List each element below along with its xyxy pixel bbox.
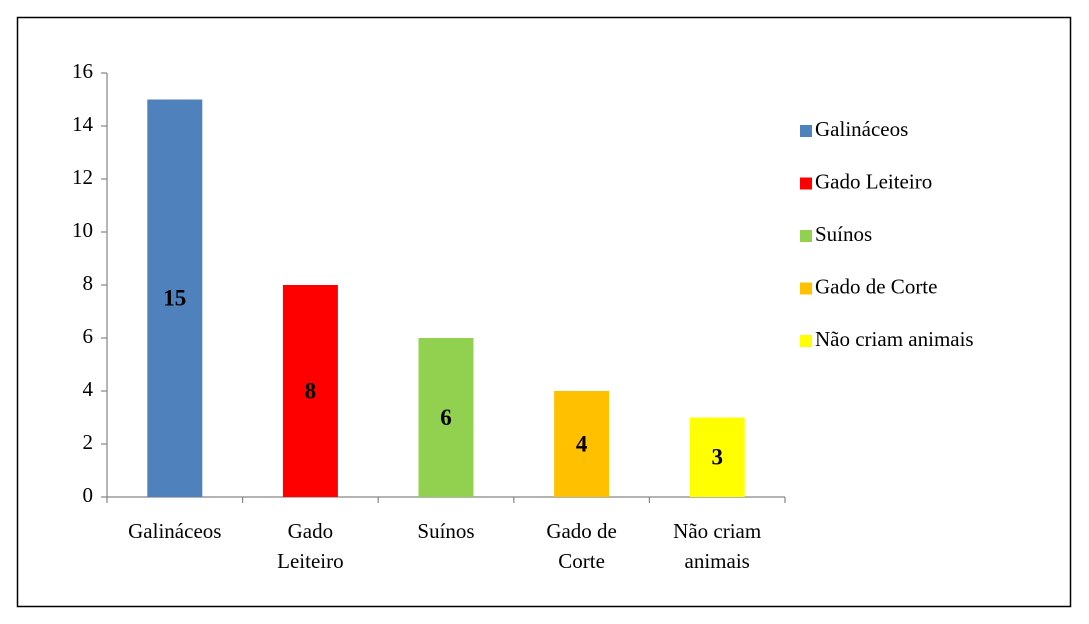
x-tick-label: Suínos — [417, 519, 474, 543]
legend-label: Suínos — [815, 222, 872, 246]
x-tick-label: Gado Leiteiro — [277, 519, 343, 573]
bar — [418, 338, 474, 497]
data-label: 4 — [576, 431, 588, 456]
y-tick-label: 16 — [72, 59, 93, 83]
legend-swatch — [800, 177, 812, 190]
y-tick-label: 2 — [83, 430, 94, 454]
y-tick-label: 6 — [83, 324, 94, 348]
x-tick-label: Não criam animais — [673, 519, 761, 573]
y-tick-label: 14 — [72, 112, 94, 136]
y-tick-label: 8 — [83, 271, 94, 295]
bar — [689, 417, 745, 497]
legend-swatch — [800, 125, 812, 137]
x-tick-label: Gado de Corte — [546, 519, 617, 573]
legend-swatch — [800, 335, 812, 347]
x-tick-label: Galináceos — [128, 519, 221, 543]
legend-swatch — [800, 230, 812, 242]
legend-label: Galináceos — [815, 117, 908, 141]
y-tick-label: 4 — [83, 377, 94, 401]
data-label: 8 — [305, 378, 317, 403]
y-tick-label: 0 — [83, 483, 94, 507]
bar — [554, 391, 610, 497]
data-label: 3 — [711, 445, 723, 470]
bar — [147, 99, 203, 497]
data-label: 15 — [163, 286, 186, 311]
legend-swatch — [800, 282, 812, 295]
bar — [282, 285, 338, 497]
legend-label: Gado Leiteiro — [815, 169, 932, 193]
data-label: 6 — [440, 405, 452, 430]
y-tick-label: 10 — [72, 218, 93, 242]
legend-label: Gado de Corte — [815, 274, 937, 298]
legend-label: Não criam animais — [815, 327, 974, 351]
y-tick-label: 12 — [72, 165, 93, 189]
